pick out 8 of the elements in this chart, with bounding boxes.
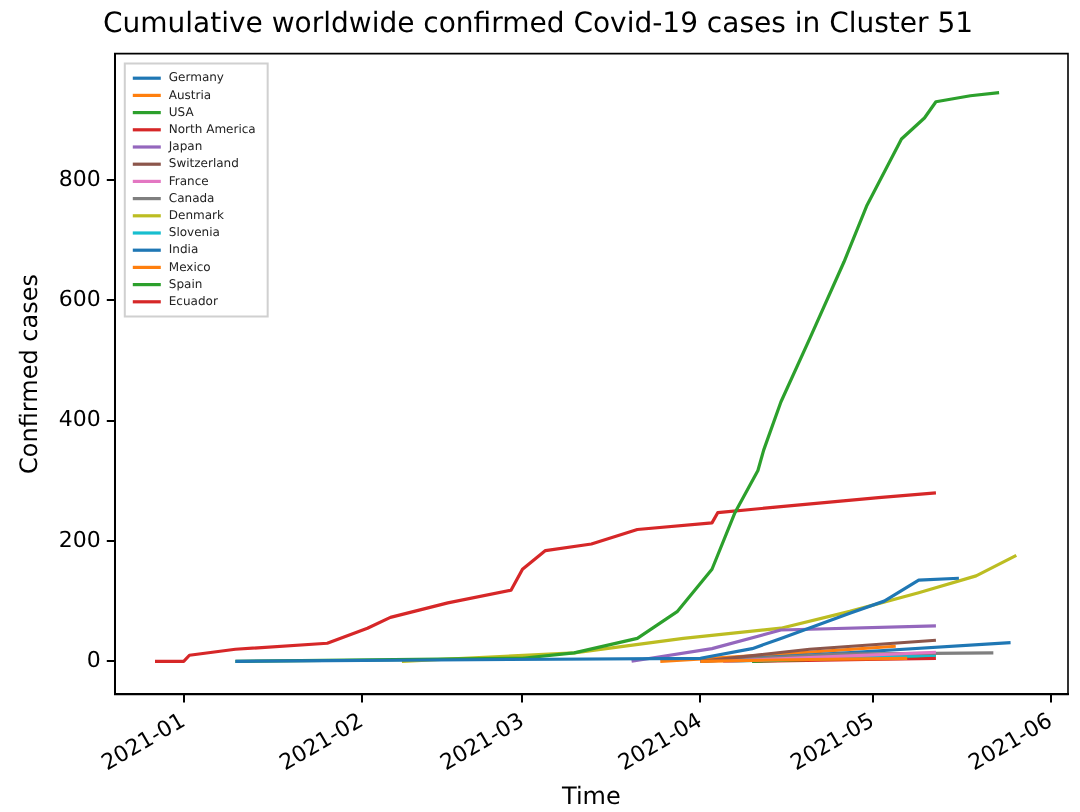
y-tick-label: 800: [58, 165, 101, 192]
y-tick-label: 400: [58, 406, 101, 433]
y-axis-title: Confirmed cases: [14, 274, 43, 474]
y-tick-label: 0: [86, 647, 101, 673]
y-tick-label: 600: [58, 286, 101, 312]
x-axis-title: Time: [560, 781, 621, 810]
chart-title: Cumulative worldwide confirmed Covid-19 cases in Cluster 51: [102, 8, 974, 41]
y-tick-label: 200: [58, 526, 101, 553]
